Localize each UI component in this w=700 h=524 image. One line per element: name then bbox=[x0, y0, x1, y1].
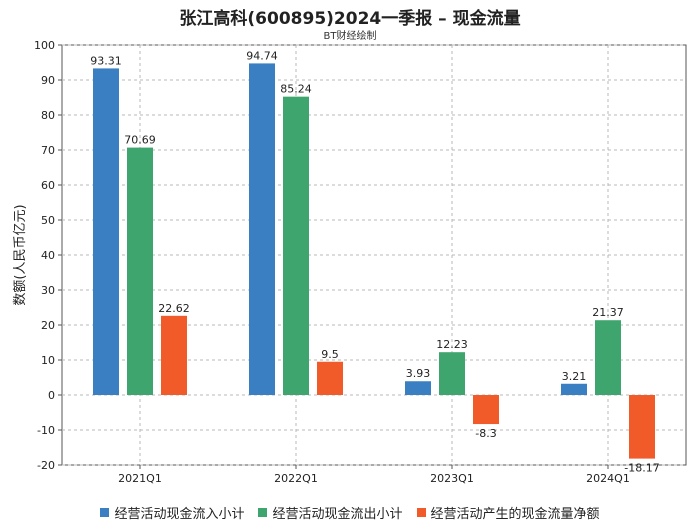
x-tick-label: 2024Q1 bbox=[586, 472, 630, 485]
bar bbox=[561, 383, 587, 395]
y-tick-label: 100 bbox=[34, 39, 55, 52]
y-tick-label: 70 bbox=[41, 144, 55, 157]
chart-legend: 经营活动现金流入小计 经营活动现金流出小计 经营活动产生的现金流量净额 bbox=[0, 503, 700, 522]
legend-label: 经营活动产生的现金流量净额 bbox=[430, 507, 600, 522]
bar bbox=[439, 352, 465, 395]
bar bbox=[317, 361, 343, 395]
legend-swatch bbox=[258, 508, 268, 517]
y-axis-label: 数额(人民币亿元) bbox=[13, 204, 28, 305]
bar bbox=[161, 315, 187, 395]
data-label: 94.74 bbox=[246, 49, 278, 62]
data-label: 22.62 bbox=[158, 302, 190, 315]
y-tick-label: 60 bbox=[41, 179, 55, 192]
data-label: -18.17 bbox=[624, 462, 659, 475]
legend-label: 经营活动现金流出小计 bbox=[272, 507, 403, 522]
legend-label: 经营活动现金流入小计 bbox=[114, 507, 245, 522]
legend-swatch bbox=[100, 508, 110, 517]
y-tick-label: 40 bbox=[41, 249, 55, 262]
y-tick-label: 30 bbox=[41, 284, 55, 297]
data-label: -8.3 bbox=[475, 427, 496, 440]
legend-item: 经营活动现金流入小计 bbox=[100, 503, 244, 522]
y-tick-label: 0 bbox=[48, 389, 55, 402]
data-label: 3.21 bbox=[562, 370, 587, 383]
data-label: 85.24 bbox=[280, 83, 312, 96]
y-tick-label: -10 bbox=[37, 424, 55, 437]
bar bbox=[595, 320, 621, 395]
x-tick-label: 2021Q1 bbox=[118, 472, 162, 485]
data-label: 21.37 bbox=[592, 306, 624, 319]
chart-title: 张江高科(600895)2024一季报 – 现金流量 bbox=[179, 9, 521, 29]
x-tick-label: 2022Q1 bbox=[274, 472, 318, 485]
bar bbox=[629, 395, 655, 459]
x-tick-label: 2023Q1 bbox=[430, 472, 474, 485]
legend-swatch bbox=[416, 508, 426, 517]
legend-item: 经营活动产生的现金流量净额 bbox=[416, 503, 600, 522]
bar bbox=[405, 381, 431, 395]
bar bbox=[283, 96, 309, 395]
data-label: 3.93 bbox=[406, 367, 431, 380]
bar bbox=[249, 63, 275, 395]
bar bbox=[93, 68, 119, 395]
bar bbox=[127, 147, 153, 395]
legend-item: 经营活动现金流出小计 bbox=[258, 503, 403, 522]
y-tick-label: 20 bbox=[41, 319, 55, 332]
bar bbox=[473, 395, 499, 425]
data-label: 93.31 bbox=[90, 54, 122, 67]
data-label: 70.69 bbox=[124, 134, 156, 147]
y-tick-label: 90 bbox=[41, 74, 55, 87]
y-tick-label: 10 bbox=[41, 354, 55, 367]
chart-subtitle: BT财经绘制 bbox=[323, 31, 377, 42]
data-label: 12.23 bbox=[436, 338, 468, 351]
y-tick-label: 50 bbox=[41, 214, 55, 227]
data-label: 9.5 bbox=[321, 348, 339, 361]
y-tick-label: -20 bbox=[37, 459, 55, 472]
y-tick-label: 80 bbox=[41, 109, 55, 122]
